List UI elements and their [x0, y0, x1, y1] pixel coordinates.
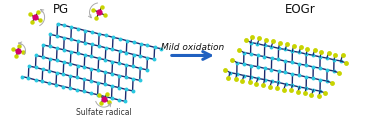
Text: Mild oxidation: Mild oxidation: [161, 43, 225, 52]
Text: PG: PG: [53, 3, 69, 16]
Text: Sulfate radical: Sulfate radical: [76, 108, 132, 117]
Text: EOGr: EOGr: [285, 3, 315, 16]
